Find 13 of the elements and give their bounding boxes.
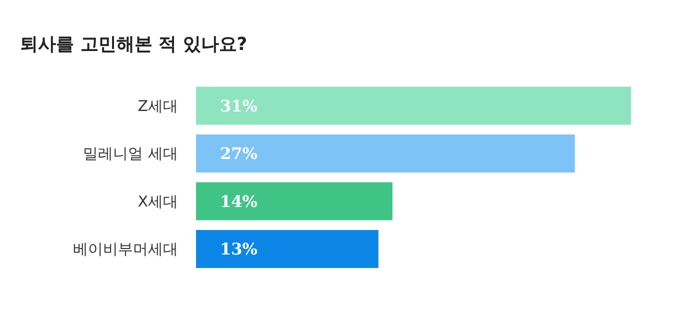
data-label: 27%: [220, 144, 258, 164]
y-tick-label: Z세대: [138, 96, 178, 115]
data-label: 31%: [220, 96, 258, 116]
bar: [196, 86, 631, 125]
y-tick-label: X세대: [138, 192, 178, 210]
y-tick-label: 베이비부머세대: [73, 240, 178, 258]
bar: [196, 134, 575, 173]
y-tick-label: 밀레니얼 세대: [83, 144, 178, 163]
data-label: 13%: [220, 240, 258, 259]
data-label: 14%: [220, 192, 258, 211]
bar: [196, 230, 378, 268]
chart-title: 퇴사를 고민해본 적 있나요?: [20, 33, 248, 56]
bar: [196, 182, 392, 220]
